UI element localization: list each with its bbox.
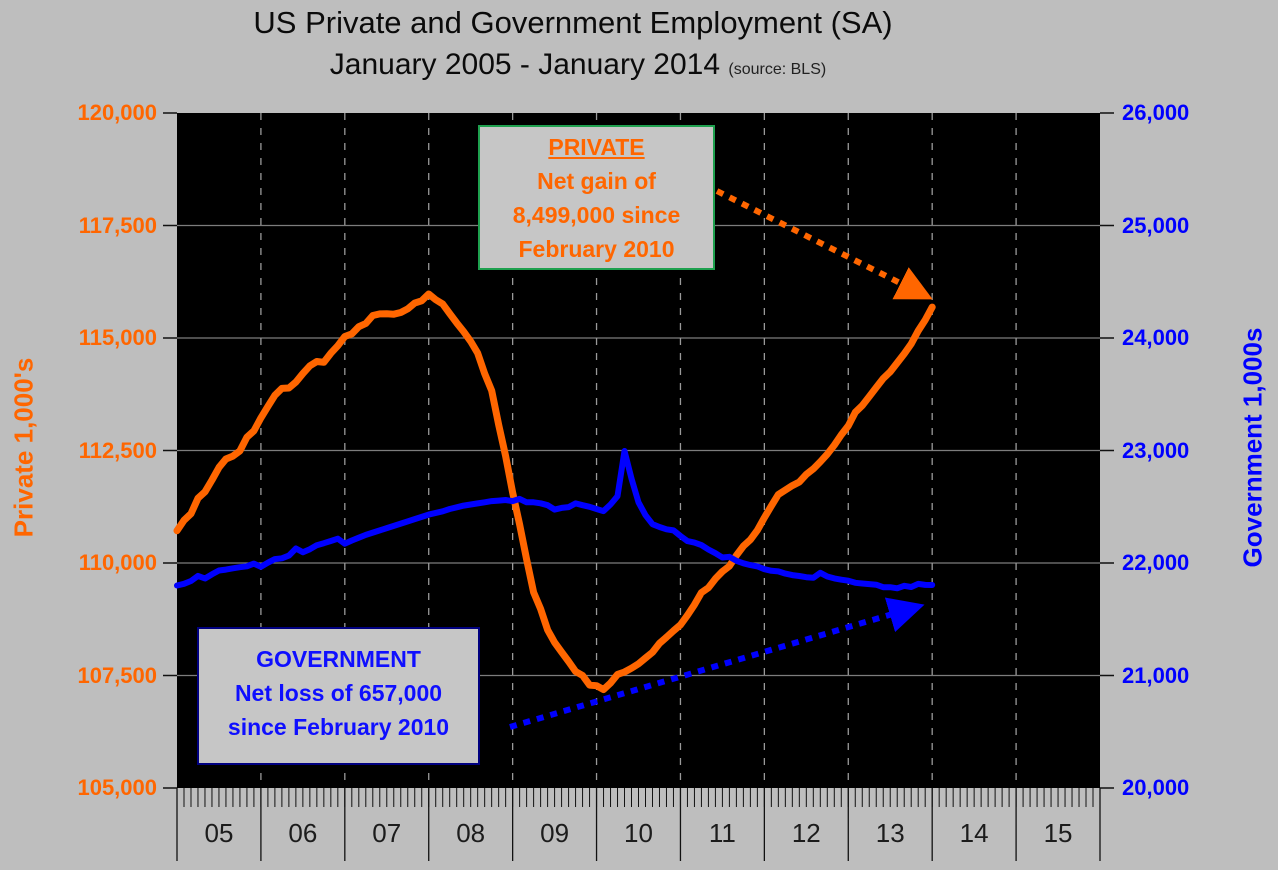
government-annotation-line1: Net loss of 657,000 (234, 680, 443, 706)
chart-subtitle: January 2005 - January 2014 (source: BLS… (0, 48, 1156, 82)
chart-subtitle-text: January 2005 - January 2014 (329, 48, 721, 81)
left-axis-tick-label: 115,000 (78, 325, 157, 350)
x-axis-year-label: 05 (204, 818, 234, 848)
left-axis-tick-label: 120,000 (77, 100, 157, 125)
right-axis-tick-label: 26,000 (1122, 100, 1190, 125)
left-axis-tick-label: 117,500 (78, 212, 157, 238)
x-axis-year-label: 09 (540, 818, 570, 848)
x-axis-year-label: 14 (959, 818, 989, 848)
chart-title: US Private and Government Employment (SA… (253, 5, 893, 40)
private-annotation-line1: Net gain of (537, 168, 656, 194)
right-axis-tick-label: 23,000 (1122, 437, 1190, 463)
government-annotation-box: GOVERNMENT Net loss of 657,000 since Feb… (197, 627, 480, 765)
right-axis-tick-label: 25,000 (1122, 212, 1190, 238)
private-line (173, 290, 936, 694)
right-axis-tick-label: 22,000 (1122, 550, 1190, 575)
right-axis-tick-label: 20,000 (1122, 775, 1190, 800)
x-axis-year-label: 07 (372, 818, 402, 848)
left-axis-tick-label: 112,500 (78, 437, 157, 463)
private-annotation-box: PRIVATE Net gain of 8,499,000 since Febr… (478, 125, 715, 270)
x-axis-year-label: 13 (875, 818, 905, 848)
private-annotation-heading: PRIVATE (548, 134, 645, 160)
left-axis-tick-label: 110,000 (78, 550, 157, 575)
x-axis-year-label: 12 (791, 818, 821, 848)
private-annotation-line2: 8,499,000 since (512, 202, 681, 228)
government-annotation-heading: GOVERNMENT (256, 646, 421, 672)
government-arrow (509, 597, 925, 730)
government-annotation-line2: since February 2010 (227, 714, 450, 740)
private-annotation-line3: February 2010 (518, 236, 675, 262)
x-axis-year-label: 08 (456, 818, 486, 848)
x-axis-year-label: 06 (288, 818, 318, 848)
x-axis-year-label: 11 (708, 818, 736, 848)
left-axis-tick-label: 105,000 (77, 775, 157, 800)
left-axis-tick-label: 107,500 (77, 662, 157, 688)
chart-source-label: (source: BLS) (728, 61, 827, 78)
x-axis-year-label: 15 (1043, 818, 1073, 848)
right-axis-tick-label: 21,000 (1122, 662, 1190, 688)
private-arrow (715, 188, 933, 300)
government-line (174, 448, 936, 592)
right-axis-tick-label: 24,000 (1122, 325, 1190, 350)
x-axis-year-label: 10 (624, 818, 653, 848)
